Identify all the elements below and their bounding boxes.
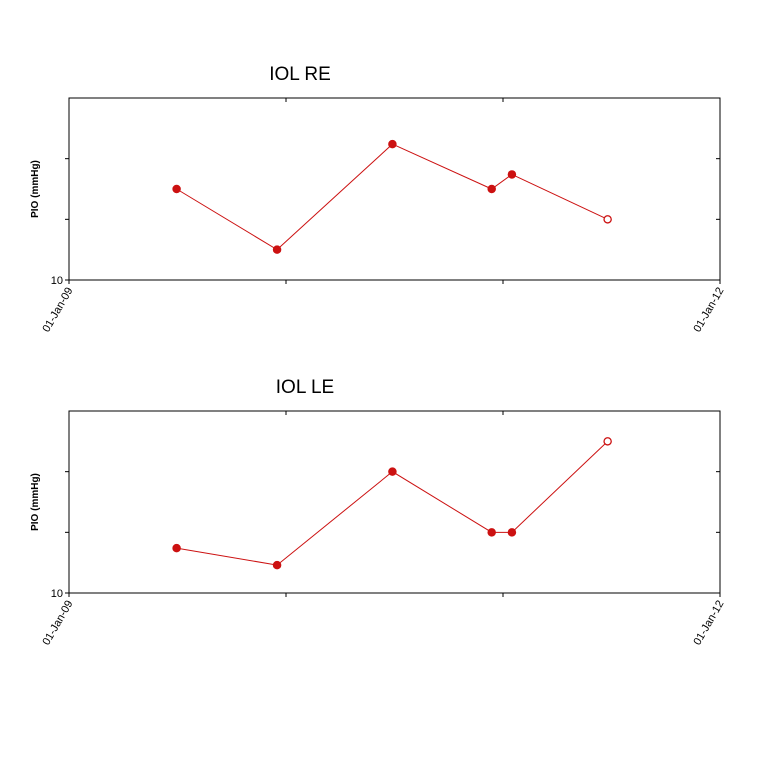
data-point (272, 560, 282, 570)
x-tick-label: 01-Jan-09 (40, 286, 75, 335)
y-axis-label: PIO (mmHg) (30, 160, 41, 218)
series-line (176, 440, 608, 566)
data-point (272, 245, 282, 254)
data-point (388, 139, 397, 149)
x-tick-label: 01-Jan-12 (691, 286, 726, 335)
data-point (172, 543, 181, 553)
data-point (487, 528, 496, 537)
chart-title: IOL LE (276, 377, 334, 398)
data-point (507, 528, 517, 537)
data-point (388, 467, 397, 476)
plot-area (68, 97, 721, 281)
chart-title: IOL RE (269, 64, 331, 85)
data-point (603, 437, 612, 446)
y-tick-label: 10 (51, 275, 63, 287)
series-line (176, 143, 608, 251)
y-tick-label: 10 (51, 588, 63, 600)
data-point (172, 184, 181, 194)
y-axis-label: PIO (mmHg) (30, 473, 41, 531)
data-point (487, 184, 496, 194)
plot-area (68, 410, 721, 594)
x-tick-label: 01-Jan-12 (691, 599, 726, 648)
data-point (507, 170, 517, 179)
x-tick-label: 01-Jan-09 (40, 599, 75, 648)
data-point (603, 215, 612, 224)
